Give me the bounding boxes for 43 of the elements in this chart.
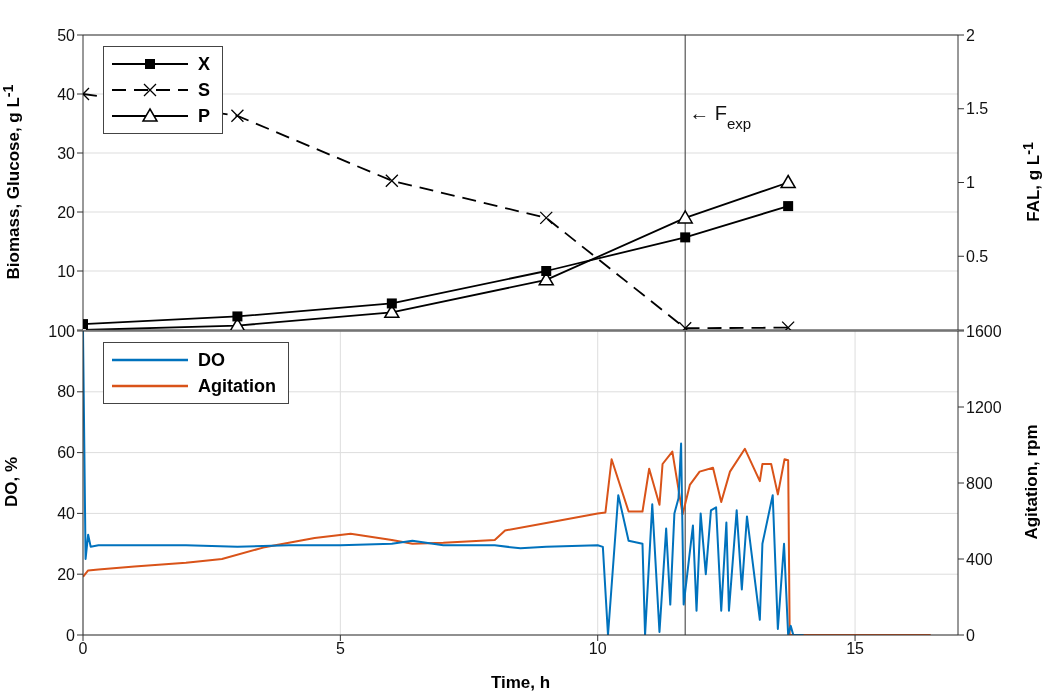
x-tick-label: 5 xyxy=(335,640,345,658)
ref-line-label: ← F$_{exp}$ xyxy=(689,102,752,132)
y-tick-label: 100 xyxy=(48,322,76,340)
legend-label: DO xyxy=(198,349,225,372)
y2-tick-label: 1 xyxy=(966,174,975,192)
y2-tick-label: 0 xyxy=(966,626,975,644)
y2-tick-label: 1600 xyxy=(966,322,1002,340)
y2-tick-label: 1200 xyxy=(966,398,1002,416)
y-tick-label: 20 xyxy=(57,203,76,221)
point xyxy=(541,266,552,276)
point xyxy=(780,174,796,189)
point xyxy=(677,210,693,224)
y-tick-label: 20 xyxy=(57,565,76,583)
legend-label: Agitation xyxy=(198,375,276,398)
x-tick-label: 15 xyxy=(846,640,865,658)
y-tick-label: 60 xyxy=(57,444,76,462)
y2-tick-label: 400 xyxy=(966,550,993,568)
point xyxy=(230,109,245,123)
y2-tick-label: 0.5 xyxy=(966,247,989,265)
y-axis-title: DO, % xyxy=(2,456,22,508)
x-tick-label: 0 xyxy=(78,640,88,658)
y2-axis-title: Agitation, rpm xyxy=(1022,424,1042,540)
point xyxy=(539,211,553,225)
y-tick-label: 40 xyxy=(57,505,76,523)
y-tick-label: 10 xyxy=(57,262,76,280)
legend-label: X xyxy=(198,53,211,76)
x-axis-title: Time, h xyxy=(490,673,551,693)
point xyxy=(232,311,243,322)
point xyxy=(385,174,399,188)
y-tick-label: 50 xyxy=(57,26,76,44)
y-tick-label: 0 xyxy=(66,626,76,644)
point xyxy=(783,201,794,212)
legend-label: P xyxy=(198,105,211,128)
point xyxy=(386,298,397,309)
y2-tick-label: 2 xyxy=(966,26,975,44)
y-tick-label: 80 xyxy=(57,383,76,401)
y2-tick-label: 800 xyxy=(966,474,993,492)
legend-label: S xyxy=(198,79,211,102)
y-tick-label: 30 xyxy=(57,144,76,162)
x-tick-label: 10 xyxy=(588,640,607,658)
y2-tick-label: 1.5 xyxy=(966,100,989,118)
y-tick-label: 40 xyxy=(57,85,76,103)
point xyxy=(680,232,691,243)
